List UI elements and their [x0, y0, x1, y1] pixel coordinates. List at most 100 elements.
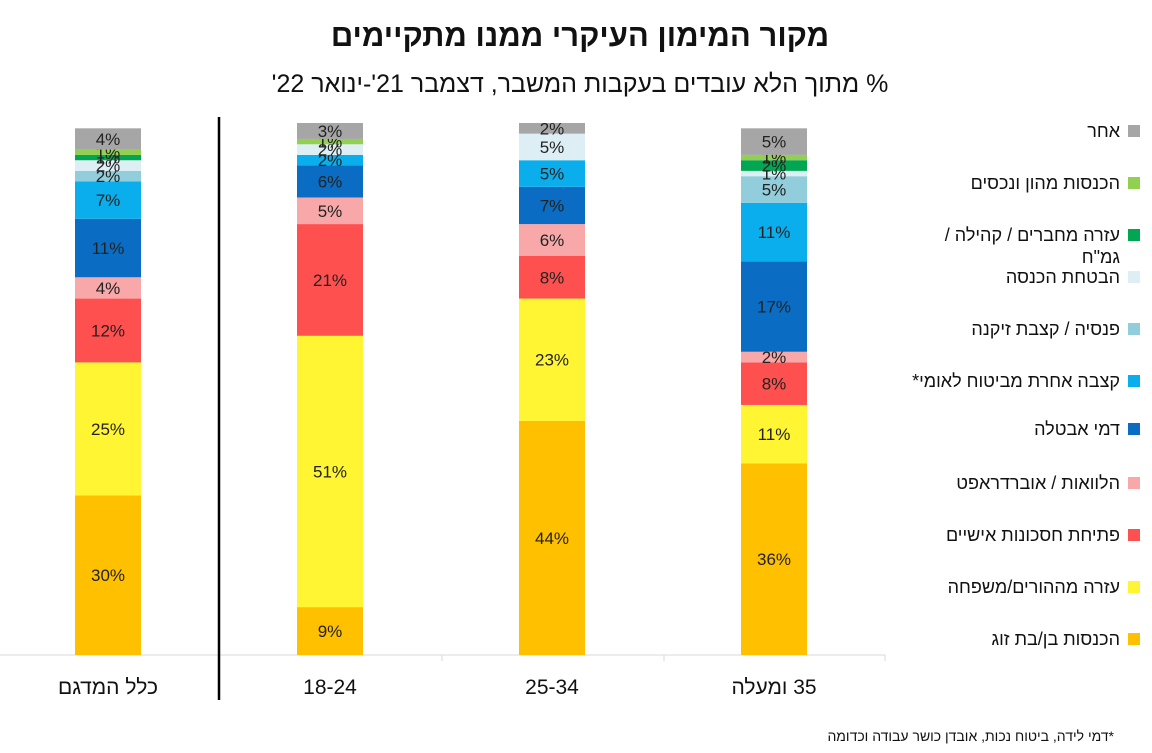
legend-label: עזרה מההורים/משפחה	[947, 577, 1120, 597]
legend-swatch	[1128, 177, 1140, 189]
bar-segment	[519, 186, 585, 225]
bar-segment	[75, 128, 141, 150]
data-label: 2%	[762, 348, 787, 367]
bar-segment	[519, 224, 585, 256]
bar-segment	[519, 123, 585, 134]
data-label: 2%	[318, 141, 343, 160]
bar-segment	[519, 420, 585, 655]
legend-item: עזרה מחברים / קהילה / גמ"ח	[904, 224, 1140, 268]
data-label: 12%	[91, 321, 125, 340]
bar-segment	[297, 224, 363, 336]
category-label: כלל המדגם	[58, 676, 158, 699]
legend-item: עזרה מההורים/משפחה	[904, 576, 1140, 598]
data-label: 3%	[318, 122, 343, 141]
bar-segment	[741, 202, 807, 262]
bar-segment	[75, 149, 141, 155]
bar-segment	[741, 404, 807, 464]
data-label: 11%	[92, 239, 125, 258]
footnote: *דמי לידה, ביטוח נכות, אובדן כושר עבודה …	[827, 728, 1114, 744]
data-label: 8%	[762, 375, 787, 394]
legend-item: הכנסות בן/בת זוג	[904, 628, 1140, 650]
bar-segment	[519, 256, 585, 299]
legend-swatch	[1128, 423, 1140, 435]
legend-item: דמי אבטלה	[904, 418, 1140, 440]
legend-item: הלוואות / אוברדראפט	[904, 472, 1140, 494]
data-label: 51%	[313, 462, 347, 481]
legend-label: עזרה מחברים / קהילה / גמ"ח	[944, 225, 1120, 267]
legend-label: קצבה אחרת מביטוח לאומי*	[912, 371, 1120, 391]
category-label: 18-24	[303, 676, 357, 699]
legend-label: פתיחת חסכונות אישיים	[945, 525, 1120, 545]
legend-label: פנסיה / קצבת זיקנה	[971, 319, 1120, 339]
data-label: 2%	[318, 151, 343, 170]
bar-segment	[297, 123, 363, 139]
bar-segment	[75, 218, 141, 278]
legend-label: הבטחת הכנסה	[1005, 267, 1120, 287]
data-label: 8%	[540, 268, 565, 287]
data-label: 23%	[535, 351, 569, 370]
data-label: 5%	[318, 202, 343, 221]
data-label: 11%	[758, 223, 791, 242]
data-label: 9%	[318, 622, 343, 641]
bar-segment	[741, 463, 807, 655]
legend-item: קצבה אחרת מביטוח לאומי*	[904, 370, 1140, 392]
data-label: 2%	[96, 167, 121, 186]
data-label: 21%	[313, 271, 347, 290]
chart-title: מקור המימון העיקרי ממנו מתקיימים	[330, 18, 830, 53]
legend-swatch	[1128, 529, 1140, 541]
bar-segment	[741, 176, 807, 203]
bar-segment	[741, 154, 807, 161]
bar-segment	[519, 298, 585, 421]
data-label: 44%	[535, 529, 569, 548]
bar-segment	[741, 261, 807, 352]
bar-segment	[519, 160, 585, 187]
bar-segment	[297, 138, 363, 145]
legend-swatch	[1128, 581, 1140, 593]
bar-segment	[741, 351, 807, 363]
bar-segment	[297, 607, 363, 655]
data-label: 7%	[540, 196, 565, 215]
category-label: 25-34	[525, 676, 579, 699]
legend-item: פנסיה / קצבת זיקנה	[904, 318, 1140, 340]
legend-swatch	[1128, 125, 1140, 137]
data-label: 5%	[762, 181, 787, 200]
data-label: 4%	[96, 130, 121, 149]
data-label: 2%	[540, 119, 565, 138]
legend-item: הבטחת הכנסה	[904, 266, 1140, 288]
bar-segment	[297, 144, 363, 155]
data-label: 5%	[762, 133, 787, 152]
legend-swatch	[1128, 229, 1140, 241]
data-label: 6%	[540, 231, 565, 250]
legend-item: פתיחת חסכונות אישיים	[904, 524, 1140, 546]
category-label: 35 ומעלה	[731, 676, 816, 699]
legend-swatch	[1128, 271, 1140, 283]
data-label: 2%	[96, 157, 121, 176]
legend-swatch	[1128, 477, 1140, 489]
legend-label: אחר	[1087, 121, 1120, 141]
data-label: 5%	[540, 138, 565, 157]
data-label: 11%	[758, 425, 791, 444]
data-label: 25%	[91, 420, 125, 439]
data-label: 2%	[762, 157, 787, 176]
bar-segment	[297, 154, 363, 166]
data-label: 5%	[540, 165, 565, 184]
legend-item: אחר	[904, 120, 1140, 142]
bar-segment	[741, 170, 807, 177]
bar-segment	[741, 128, 807, 155]
bar-segment	[297, 335, 363, 608]
bar-segment	[75, 181, 141, 219]
legend-swatch	[1128, 375, 1140, 387]
data-label: 7%	[96, 191, 121, 210]
legend-swatch	[1128, 323, 1140, 335]
bar-segment	[297, 197, 363, 225]
legend-label: הכנסות מהון ונכסים	[970, 173, 1120, 193]
bar-segment	[75, 298, 141, 363]
bar-segment	[75, 495, 141, 655]
bar-segment	[75, 277, 141, 299]
bar-segment	[741, 160, 807, 171]
legend-swatch	[1128, 633, 1140, 645]
bar-segment	[75, 170, 141, 182]
data-label: 4%	[96, 279, 121, 298]
bar-segment	[75, 362, 141, 496]
